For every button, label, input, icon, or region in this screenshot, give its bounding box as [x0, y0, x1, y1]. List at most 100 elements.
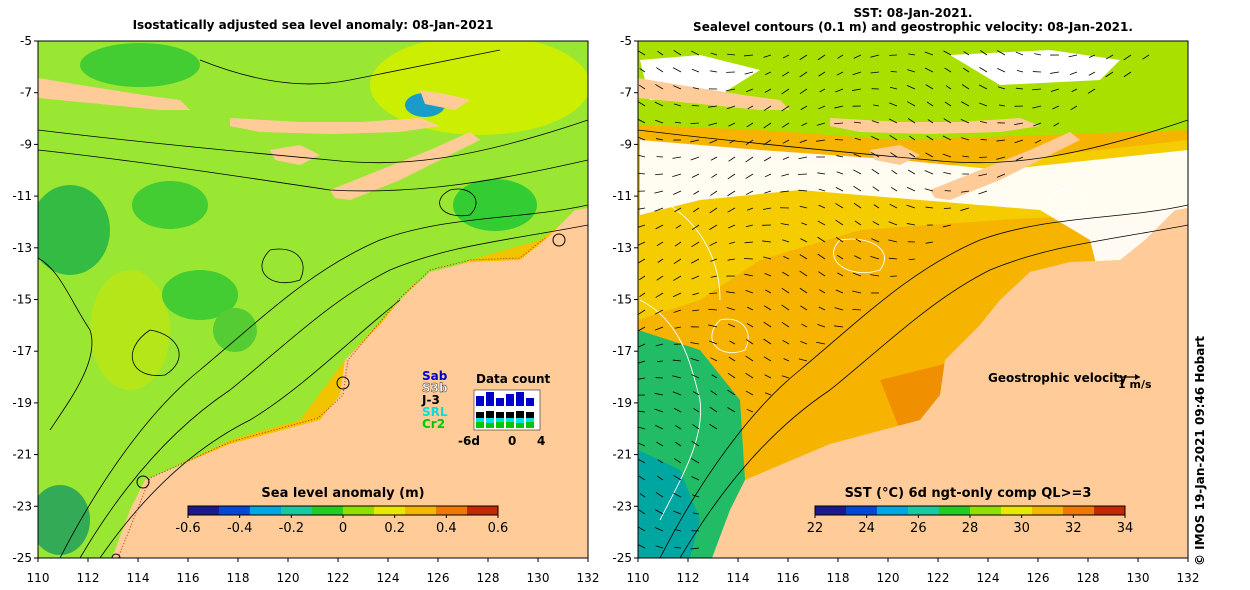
velocity-arrow [817, 220, 826, 226]
velocity-arrow [909, 135, 916, 141]
lesser-sunda-islands [830, 118, 1040, 134]
y-tick-label: -13 [612, 241, 632, 255]
velocity-arrow [639, 292, 646, 298]
velocity-arrow [996, 156, 1006, 160]
velocity-arrow [746, 323, 754, 328]
velocity-arrow [816, 139, 826, 142]
velocity-arrow [727, 389, 736, 396]
velocity-arrow [1070, 105, 1078, 111]
timor-island [930, 132, 1080, 200]
velocity-arrow [747, 207, 754, 211]
velocity-arrow [888, 257, 898, 260]
velocity-arrow [764, 289, 772, 294]
x-tick-label: 118 [827, 571, 850, 585]
x-tick-label: 114 [727, 571, 750, 585]
velocity-arrow [890, 152, 898, 158]
velocity-arrow [709, 207, 718, 214]
velocity-arrow [960, 119, 970, 124]
velocity-arrow [691, 241, 700, 248]
velocity-arrow [708, 122, 718, 126]
contour-lines [638, 119, 1188, 558]
velocity-arrow [763, 321, 772, 328]
velocity-arrow [854, 255, 862, 260]
velocity-arrow [781, 88, 790, 95]
velocity-arrow [834, 139, 844, 141]
velocity-arrow [745, 173, 754, 179]
velocity-arrow [673, 407, 682, 413]
velocity-arrow [819, 88, 826, 93]
velocity-arrow [888, 239, 898, 243]
velocity-arrow [870, 54, 880, 58]
velocity-arrow [781, 287, 790, 294]
velocity-arrow [745, 224, 754, 228]
velocity-arrow [764, 190, 772, 194]
velocity-arrow [979, 102, 988, 107]
anomaly-high [90, 270, 170, 390]
velocity-arrow [710, 52, 718, 56]
colorbar-label: Sea level anomaly (m) [261, 486, 424, 501]
x-tick-label: 126 [427, 571, 450, 585]
velocity-arrow [818, 204, 826, 209]
y-tick-label: -25 [12, 551, 32, 565]
velocity-arrow [710, 275, 718, 278]
velocity-arrow [763, 54, 772, 58]
sealevel-contours [639, 188, 1087, 521]
x-tick-label: 126 [1027, 571, 1050, 585]
velocity-arrow [657, 258, 664, 263]
velocity-arrow [746, 306, 754, 311]
mission-label: S3b [422, 381, 448, 395]
velocity-arrow [692, 207, 700, 213]
velocity-arrow [763, 139, 772, 146]
velocity-arrow [746, 408, 754, 413]
velocity-arrow [819, 289, 826, 294]
velocity-arrow [835, 187, 844, 192]
anomaly-low [213, 308, 257, 352]
colorbar-tick-label: 0.2 [384, 521, 405, 536]
velocity-arrow [1015, 51, 1024, 56]
colorbar-tick-label: 26 [910, 521, 927, 536]
velocity-arrow [745, 289, 754, 294]
velocity-arrow [783, 358, 790, 362]
mission-label: J-3 [421, 393, 440, 407]
colorbar-segment [374, 506, 406, 515]
velocity-arrow [674, 529, 682, 532]
velocity-arrow [799, 254, 808, 260]
velocity-arrow [710, 258, 718, 262]
velocity-arrow [675, 441, 682, 447]
velocity-arrow [690, 357, 700, 362]
velocity-arrow [835, 203, 844, 209]
velocity-arrow [764, 88, 772, 93]
velocity-legend-label: Geostrophic velocity [988, 371, 1127, 385]
velocity-arrow [654, 101, 664, 107]
velocity-arrow [888, 118, 898, 124]
velocity-arrow [656, 475, 664, 481]
velocity-arrow [961, 84, 970, 90]
velocity-arrow [963, 51, 970, 56]
velocity-arrow [782, 271, 790, 277]
velocity-arrow [961, 101, 970, 107]
velocity-arrow [906, 186, 916, 192]
velocity-arrow [943, 50, 952, 56]
colorbar-segment [250, 506, 282, 515]
velocity-arrow [656, 138, 664, 141]
velocity-arrow [727, 323, 736, 328]
velocity-arrow [1069, 71, 1078, 75]
velocity-arrow [797, 173, 808, 175]
velocity-arrow [801, 222, 808, 226]
velocity-arrow [781, 122, 790, 128]
velocity-arrow [944, 101, 952, 107]
velocity-arrow [639, 68, 646, 73]
velocity-arrow [980, 120, 988, 124]
geostrophic-velocity-vectors [638, 49, 1150, 550]
colorbar-segment [436, 506, 468, 515]
x-tick-label: 130 [527, 571, 550, 585]
velocity-arrow [710, 390, 718, 396]
velocity-arrow [943, 171, 952, 175]
right-title-line-2: Sealevel contours (0.1 m) and geostrophi… [693, 20, 1133, 34]
velocity-arrow [782, 156, 790, 160]
velocity-arrow [1105, 71, 1114, 78]
velocity-arrow [853, 54, 862, 59]
velocity-arrow [655, 119, 664, 124]
velocity-arrow [726, 88, 736, 92]
right-map-title: SST: 08-Jan-2021. Sealevel contours (0.1… [638, 6, 1188, 34]
